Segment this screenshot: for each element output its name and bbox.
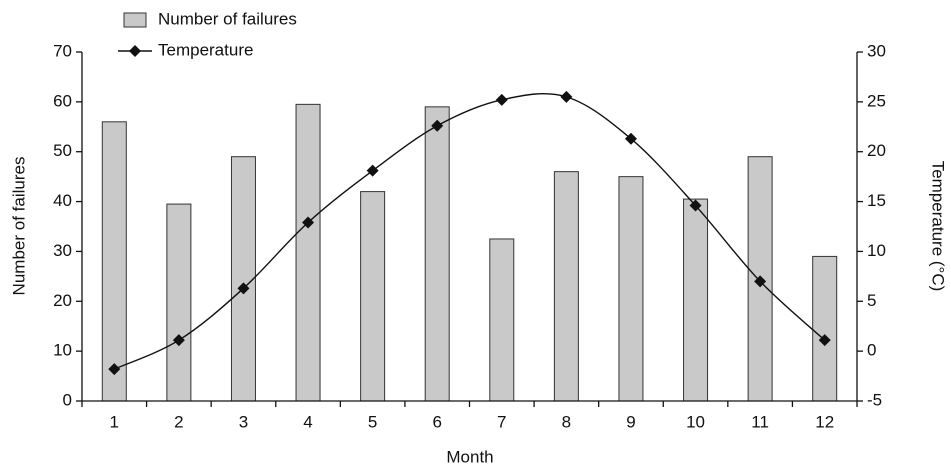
x-tick-label: 1 — [110, 412, 119, 431]
y-tick-label: 40 — [53, 191, 72, 210]
marker — [689, 199, 702, 212]
y2-tick-label: 5 — [867, 291, 876, 310]
bar — [295, 103, 321, 402]
y-tick-label: 50 — [53, 141, 72, 160]
x-tick-label: 10 — [686, 412, 705, 431]
marker — [495, 93, 508, 106]
marker — [172, 334, 185, 347]
marker — [818, 334, 831, 347]
legend-label: Number of failures — [158, 9, 297, 28]
x-tick-label: 4 — [303, 412, 312, 431]
bar — [360, 191, 386, 402]
x-tick-label: 6 — [432, 412, 441, 431]
bar — [812, 255, 838, 402]
bar — [618, 176, 644, 402]
marker — [431, 119, 444, 132]
y-tick-label: 0 — [63, 390, 72, 409]
x-tick-label: 9 — [626, 412, 635, 431]
x-tick-label: 5 — [368, 412, 377, 431]
bar — [230, 156, 256, 402]
x-tick-label: 8 — [562, 412, 571, 431]
y2-tick-label: 15 — [867, 191, 886, 210]
legend-label: Temperature — [158, 40, 253, 59]
marker — [302, 216, 315, 229]
x-tick-label: 11 — [751, 412, 769, 431]
legend-swatch — [123, 12, 147, 28]
x-tick-label: 12 — [815, 412, 834, 431]
y-tick-label: 20 — [53, 291, 72, 310]
x-tick-label: 7 — [497, 412, 506, 431]
y2-tick-label: 10 — [867, 241, 886, 260]
bar — [101, 121, 127, 402]
y-tick-label: 30 — [53, 241, 72, 260]
marker — [108, 363, 121, 376]
y-tick-label: 10 — [53, 341, 72, 360]
y2-tick-label: 0 — [867, 341, 876, 360]
y2-tick-label: 25 — [867, 91, 886, 110]
bar — [553, 171, 579, 402]
y2-tick-label: 30 — [867, 41, 886, 60]
marker — [560, 90, 573, 103]
x-axis-label: Month — [446, 447, 493, 466]
y-tick-label: 70 — [53, 41, 72, 60]
x-tick-label: 2 — [174, 412, 183, 431]
bar — [683, 198, 709, 402]
bar — [166, 203, 192, 402]
legend-marker — [129, 45, 141, 57]
y-axis-label: Number of failures — [9, 157, 28, 296]
bar — [489, 238, 515, 402]
y2-tick-label: 20 — [867, 141, 886, 160]
marker — [366, 164, 379, 177]
line — [114, 92, 826, 370]
bar — [424, 106, 450, 402]
marker — [624, 132, 637, 145]
y-tick-label: 60 — [53, 91, 72, 110]
x-tick-label: 3 — [239, 412, 248, 431]
y2-tick-label: -5 — [867, 390, 882, 409]
marker — [754, 275, 767, 288]
marker — [237, 282, 250, 295]
y2-axis-label: Temperature (°C) — [929, 161, 948, 292]
